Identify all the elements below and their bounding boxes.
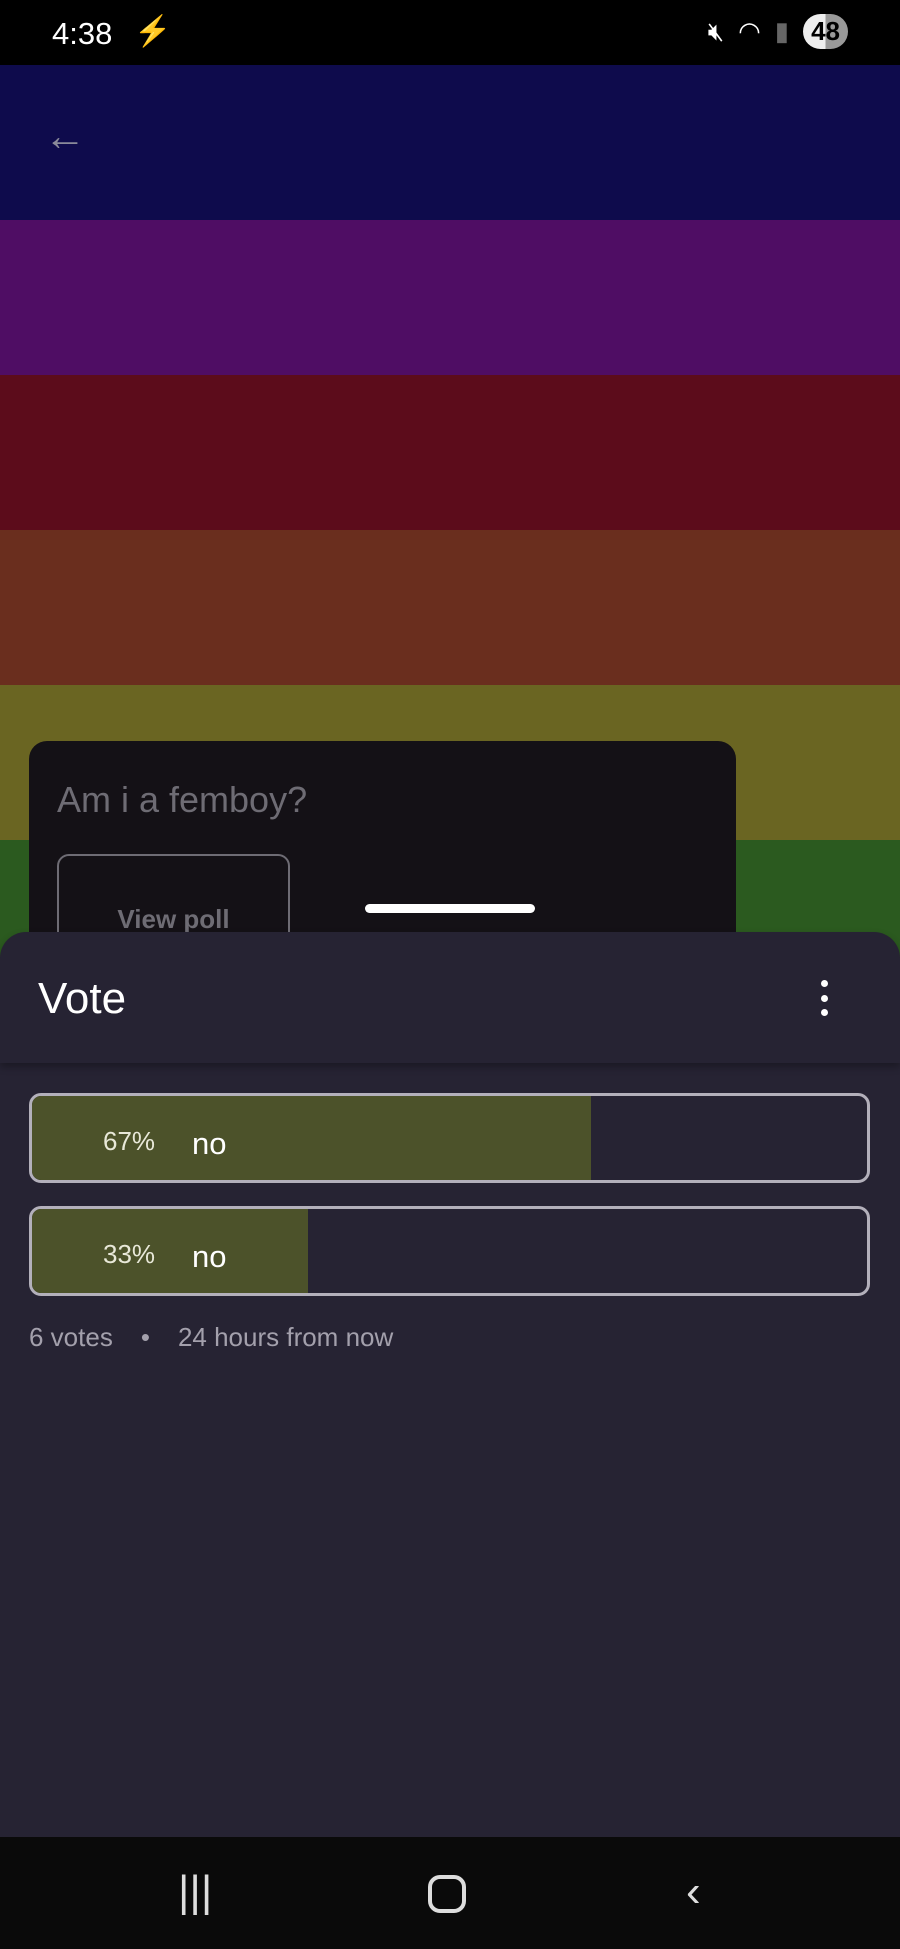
background-stripe <box>0 220 900 375</box>
option-label: no <box>192 1126 227 1161</box>
option-fill-bar <box>32 1096 592 1180</box>
sheet-title: Vote <box>38 974 127 1023</box>
home-icon[interactable] <box>428 1875 466 1913</box>
sheet-header: Vote <box>0 932 900 1063</box>
back-nav-icon[interactable]: ‹ <box>686 1867 701 1916</box>
post-title: Am i a femboy? <box>57 779 308 820</box>
background-stripe <box>0 530 900 685</box>
vote-count: 6 votes <box>29 1322 113 1352</box>
mute-icon: 🔇︎ <box>707 15 725 46</box>
signal-icon: ▮ <box>774 16 790 46</box>
battery-indicator: 48 <box>803 14 848 49</box>
poll-option[interactable]: 67% no <box>29 1093 870 1183</box>
vote-bottom-sheet: Vote 67% no 33% no 6 votes • 24 hours fr… <box>0 932 900 1837</box>
poll-footer: 6 votes • 24 hours from now <box>29 1322 393 1353</box>
status-bar: 4:38 ⚡ 🔇︎ ◠ ▮ 48 <box>0 0 900 65</box>
option-percent: 67% <box>103 1126 156 1156</box>
poll-expiry: 24 hours from now <box>177 1322 394 1352</box>
sheet-drag-handle[interactable] <box>365 904 535 913</box>
back-arrow-icon[interactable]: ← <box>44 112 86 159</box>
recent-apps-icon[interactable]: ||| <box>178 1867 213 1916</box>
background-stripe <box>0 65 900 220</box>
charging-bolt-icon: ⚡ <box>134 15 172 48</box>
background-stripe <box>0 375 900 530</box>
option-fill-bar <box>32 1209 308 1293</box>
wifi-icon: ◠ <box>738 16 761 46</box>
clock: 4:38 <box>52 16 113 51</box>
option-label: no <box>192 1239 227 1274</box>
option-percent: 33% <box>103 1239 156 1269</box>
poll-option[interactable]: 33% no <box>29 1206 870 1296</box>
system-nav-bar: ||| ‹ <box>0 1837 900 1949</box>
separator-dot: • <box>140 1322 150 1352</box>
more-options-icon[interactable] <box>812 980 836 1016</box>
